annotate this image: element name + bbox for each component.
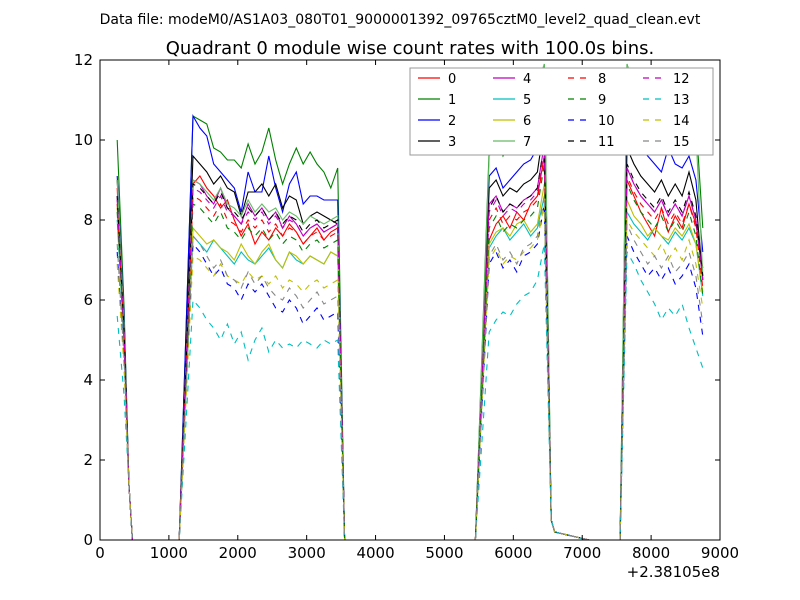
legend-label-7: 7	[523, 135, 531, 150]
series-line-13	[116, 243, 704, 540]
series-line-12	[116, 147, 704, 540]
series-line-8	[116, 155, 704, 540]
series-line-4	[116, 143, 704, 540]
legend-label-2: 2	[448, 114, 456, 129]
x-tick-label: 4000	[356, 544, 394, 562]
series-layer	[116, 63, 704, 540]
y-tick-label: 4	[83, 371, 93, 389]
y-tick-label: 2	[83, 451, 93, 469]
legend-label-4: 4	[523, 72, 531, 87]
datafile-caption: Data file: modeM0/AS1A03_080T01_90000013…	[100, 12, 701, 28]
axis-ticks: 0 1000 2000 3000 4000 5000 6000 7000 8000 9000 0 2 4…	[74, 51, 739, 562]
series-line-9	[116, 163, 704, 540]
chart-title: Quadrant 0 module wise count rates with …	[166, 38, 655, 59]
series-line-15	[116, 195, 704, 540]
y-tick-label: 12	[74, 51, 93, 69]
legend-label-10: 10	[598, 114, 615, 129]
series-line-14	[116, 203, 704, 540]
legend-label-8: 8	[598, 72, 606, 87]
legend-label-5: 5	[523, 93, 531, 108]
x-tick-label: 0	[95, 544, 105, 562]
series-line-5	[116, 195, 704, 540]
series-line-10	[116, 203, 704, 540]
legend-label-3: 3	[448, 135, 456, 150]
y-tick-label: 0	[83, 531, 93, 549]
legend-label-14: 14	[673, 114, 690, 129]
legend-label-11: 11	[598, 135, 615, 150]
legend-label-0: 0	[448, 72, 456, 87]
x-offset-label: +2.38105e8	[627, 563, 720, 581]
x-tick-label: 9000	[701, 544, 739, 562]
y-tick-label: 10	[74, 131, 93, 149]
legend-frame	[409, 67, 714, 156]
series-line-3	[116, 123, 704, 540]
series-line-2	[116, 107, 704, 540]
legend-label-1: 1	[448, 93, 456, 108]
x-tick-label: 7000	[563, 544, 601, 562]
legend-label-13: 13	[673, 93, 690, 108]
x-tick-label: 2000	[219, 544, 257, 562]
series-line-11	[116, 143, 704, 540]
legend-label-15: 15	[673, 135, 690, 150]
x-tick-label: 1000	[150, 544, 188, 562]
y-tick-label: 8	[83, 211, 93, 229]
legend-label-9: 9	[598, 93, 606, 108]
series-line-6	[116, 183, 704, 540]
series-line-0	[116, 155, 704, 540]
legend-label-12: 12	[673, 72, 690, 87]
x-tick-label: 6000	[494, 544, 532, 562]
legend-label-6: 6	[523, 114, 531, 129]
x-tick-label: 3000	[288, 544, 326, 562]
y-tick-label: 6	[83, 291, 93, 309]
x-tick-label: 5000	[425, 544, 463, 562]
x-tick-label: 8000	[632, 544, 670, 562]
